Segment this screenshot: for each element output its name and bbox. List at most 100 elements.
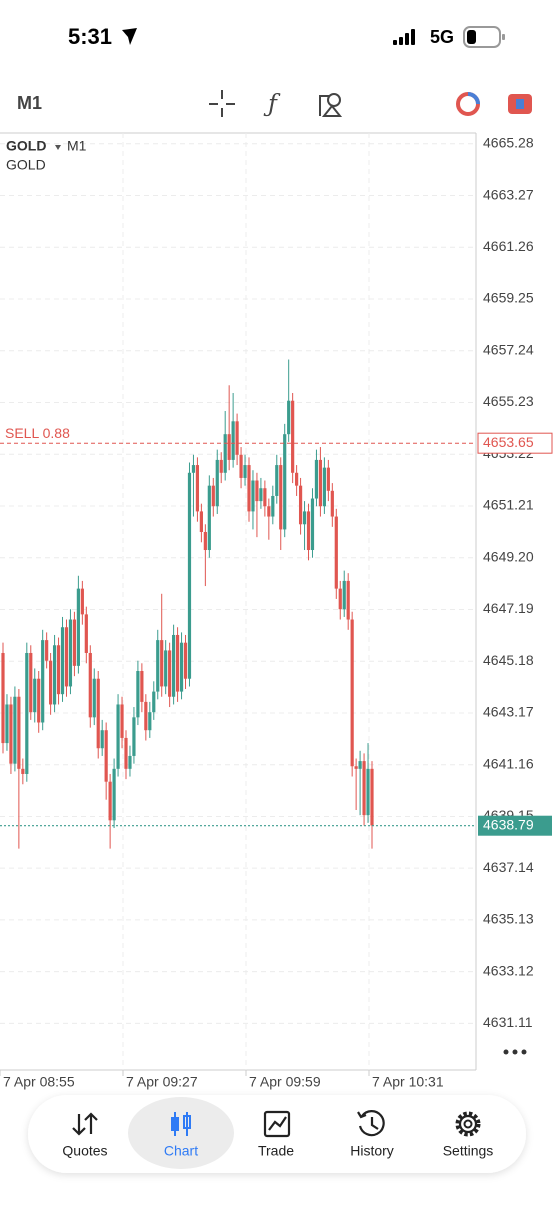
y-tick-label: 4645.18 xyxy=(483,652,534,668)
candle-body xyxy=(112,768,116,821)
candle-body xyxy=(322,467,326,507)
indicators-button[interactable]: ƒ xyxy=(263,90,281,118)
y-tick-label: 4649.20 xyxy=(483,548,534,564)
candle-body xyxy=(318,459,323,507)
battery-icon xyxy=(463,26,505,48)
candle-body xyxy=(45,640,49,661)
y-tick-label: 4631.11 xyxy=(483,1014,533,1030)
candle-body xyxy=(183,642,188,679)
candle-body xyxy=(235,421,239,455)
y-tick-label: 4641.16 xyxy=(483,755,534,771)
crosshair-button[interactable] xyxy=(209,90,235,117)
candle-body xyxy=(37,678,41,723)
candle-body xyxy=(366,768,370,816)
candle-body xyxy=(92,678,96,718)
candle-body xyxy=(80,588,84,615)
candle-body xyxy=(1,652,5,744)
chart-icon[interactable] xyxy=(171,1112,191,1136)
candle-body xyxy=(60,627,65,695)
chart-timeframe: M1 xyxy=(67,138,87,154)
candle-body xyxy=(195,465,200,512)
timeframe-button[interactable]: M1 xyxy=(17,93,42,113)
candle-body xyxy=(187,472,192,679)
candle-body xyxy=(49,660,53,705)
candle-body xyxy=(136,671,140,718)
candle-body xyxy=(291,400,295,473)
candle-body xyxy=(25,652,29,774)
y-tick-label: 4655.23 xyxy=(483,393,534,409)
x-tick-label: 7 Apr 08:55 xyxy=(3,1074,75,1090)
candle-body xyxy=(314,459,319,499)
candle-body xyxy=(52,645,57,705)
candle-body xyxy=(140,671,144,702)
x-tick-label: 7 Apr 09:59 xyxy=(249,1074,321,1090)
objects-button[interactable] xyxy=(319,93,343,117)
candle-body xyxy=(76,588,80,666)
settings-icon[interactable] xyxy=(455,1111,481,1137)
candle-body xyxy=(21,768,25,774)
symbol-dropdown-icon xyxy=(55,145,61,150)
candle-body xyxy=(279,465,283,530)
candle-body xyxy=(100,730,104,749)
candle-body xyxy=(88,652,92,718)
candle-body xyxy=(223,434,227,473)
trade-icon[interactable] xyxy=(263,1110,291,1138)
candle-body xyxy=(168,650,172,697)
candle-body xyxy=(172,634,176,697)
candle-body xyxy=(350,619,354,767)
candle-body xyxy=(104,730,108,782)
candle-body xyxy=(116,704,120,769)
history-icon[interactable] xyxy=(357,1110,385,1137)
candle-body xyxy=(5,704,9,744)
nav-label[interactable]: Chart xyxy=(164,1143,198,1159)
location-icon xyxy=(122,28,137,45)
candle-body xyxy=(179,642,184,692)
candle-body xyxy=(68,619,73,687)
candle-body xyxy=(267,506,271,517)
y-tick-label: 4657.24 xyxy=(483,341,534,357)
more-button[interactable] xyxy=(503,1049,527,1055)
candle-body xyxy=(164,650,168,687)
one-click-button[interactable] xyxy=(508,94,532,114)
candle-body xyxy=(72,619,77,666)
candle-body xyxy=(295,472,299,486)
candle-body xyxy=(310,498,315,551)
nav-label[interactable]: Settings xyxy=(443,1143,494,1159)
nav-bar xyxy=(28,1095,526,1173)
candle-body xyxy=(287,400,291,435)
candle-body xyxy=(227,434,231,460)
candle-body xyxy=(362,761,366,816)
nav-label[interactable]: Quotes xyxy=(62,1143,107,1159)
candle-body xyxy=(152,691,156,713)
candle-body xyxy=(132,717,136,756)
status-time: 5:31 xyxy=(68,24,112,49)
candle-body xyxy=(108,781,112,821)
trade-signals-button[interactable] xyxy=(456,92,480,116)
x-tick-label: 7 Apr 09:27 xyxy=(126,1074,198,1090)
symbol-label[interactable]: GOLD xyxy=(6,138,46,154)
candle-body xyxy=(342,580,346,610)
candle-body xyxy=(346,580,350,620)
candle-body xyxy=(298,485,303,525)
y-tick-label: 4659.25 xyxy=(483,290,534,306)
nav-label[interactable]: Trade xyxy=(258,1143,294,1159)
candle-body xyxy=(41,640,45,723)
nav-active-bg xyxy=(128,1097,234,1169)
candle-body xyxy=(334,516,338,589)
candle-body xyxy=(219,459,223,473)
candle-body xyxy=(263,488,267,507)
nav-label[interactable]: History xyxy=(350,1143,394,1159)
candle-body xyxy=(191,465,196,473)
candle-body xyxy=(247,465,251,512)
candle-body xyxy=(354,766,358,769)
symbol-description: GOLD xyxy=(6,157,46,173)
candle-body xyxy=(84,614,88,653)
candle-body xyxy=(207,485,211,551)
signal-icon xyxy=(393,29,415,45)
network-label: 5G xyxy=(430,27,454,47)
candle-body xyxy=(211,485,215,507)
quotes-icon[interactable] xyxy=(72,1112,98,1136)
y-tick-label: 4647.19 xyxy=(483,600,534,616)
candle-body xyxy=(175,634,180,692)
candle-body xyxy=(243,465,247,478)
